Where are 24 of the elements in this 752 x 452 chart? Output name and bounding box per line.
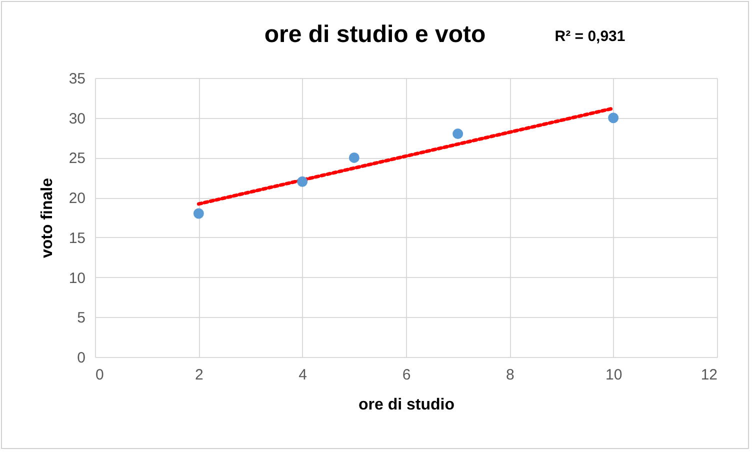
point bbox=[452, 128, 464, 140]
chart-title: ore di studio e voto bbox=[264, 21, 486, 48]
point bbox=[297, 176, 308, 187]
x-tick-label: 6 bbox=[402, 366, 411, 384]
text: R² = 0,931 bbox=[554, 28, 626, 45]
y-tick-label: 30 bbox=[68, 110, 86, 128]
y-tick-label: 5 bbox=[77, 310, 86, 327]
x-axis-title: ore di studio bbox=[358, 396, 455, 414]
point bbox=[193, 208, 204, 219]
y-tick-label: 10 bbox=[68, 270, 86, 287]
x-tick-label: 2 bbox=[194, 366, 204, 384]
point bbox=[608, 112, 619, 124]
x-tick-label: 4 bbox=[298, 366, 308, 384]
y-axis-title: voto finale bbox=[38, 178, 56, 258]
y-tick-label: 35 bbox=[68, 70, 86, 88]
y-tick-label: 20 bbox=[68, 190, 86, 208]
x-tick-label: 8 bbox=[506, 366, 514, 384]
x-tick-label: 10 bbox=[605, 366, 622, 384]
y-tick-label: 25 bbox=[68, 150, 86, 168]
x-tick-label: 12 bbox=[700, 366, 718, 384]
x-tick-label: 0 bbox=[96, 366, 104, 384]
y-tick-label: 15 bbox=[68, 230, 86, 247]
y-tick-label: 0 bbox=[77, 350, 86, 366]
point bbox=[348, 152, 360, 163]
